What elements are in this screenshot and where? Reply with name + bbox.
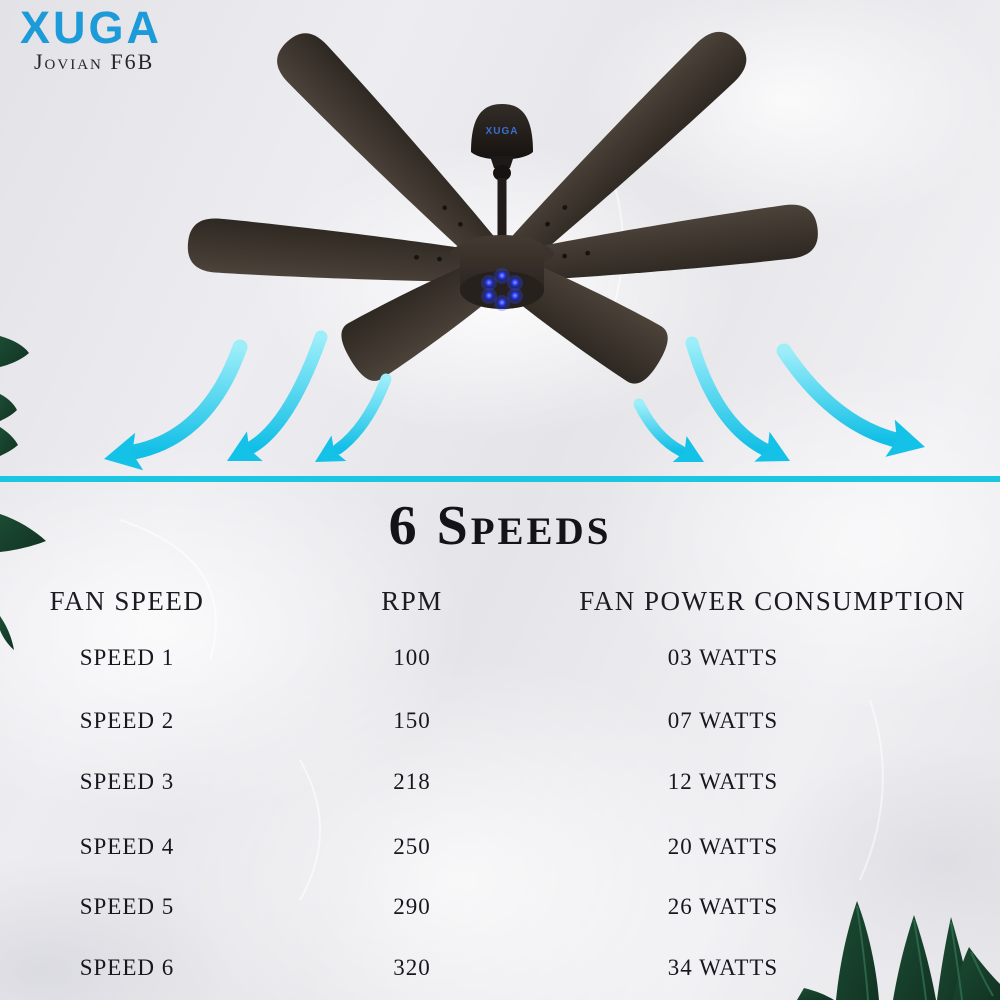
fan-motor [450,235,554,311]
power-cell: 26 WATTS [667,894,779,919]
airflow-arrow-icon [685,336,798,476]
table-row: SPEED 1 100 03 WATTS [0,645,1000,675]
fan-led-ring [481,268,523,311]
speed-cell: SPEED 5 [79,894,175,919]
table-header-row: FAN SPEED RPM FAN POWER CONSUMPTION [0,586,1000,616]
divider-line [0,476,1000,482]
leaf-decoration-left [0,336,46,650]
table-row: SPEED 2 150 07 WATTS [0,708,1000,738]
speed-cell: SPEED 6 [79,955,175,980]
power-cell: 20 WATTS [667,834,779,859]
airflow-arrows-right [633,336,930,476]
power-cell: 03 WATTS [667,645,779,670]
speed-cell: SPEED 3 [79,769,175,794]
fan-canopy-label: XUGA [486,126,519,137]
fan-blades [185,21,821,391]
airflow-arrow-icon [100,339,248,478]
power-cell: 12 WATTS [667,769,779,794]
rpm-cell: 250 [393,834,431,859]
leaf-decoration-bottom-right [797,901,1000,1000]
speed-cell: SPEED 1 [79,645,175,670]
rpm-cell: 100 [393,645,431,670]
table-row: SPEED 5 290 26 WATTS [0,894,1000,924]
rpm-cell: 150 [393,708,431,733]
table-row: SPEED 3 218 12 WATTS [0,769,1000,799]
rpm-cell: 320 [393,955,431,980]
column-header-rpm: RPM [381,586,443,616]
column-header-power: FAN POWER CONSUMPTION [579,586,966,616]
speed-cell: SPEED 4 [79,834,175,859]
airflow-arrow-icon [219,330,328,476]
rpm-cell: 218 [393,769,431,794]
rpm-cell: 290 [393,894,431,919]
brand-logo: XUGA [20,2,163,53]
power-cell: 07 WATTS [667,708,779,733]
power-cell: 34 WATTS [667,955,779,980]
airflow-arrows-left [100,330,392,478]
ceiling-fan-image: XUGA [185,21,821,391]
table-row: SPEED 4 250 20 WATTS [0,834,1000,864]
brand-model-label: Jovian F6B [34,49,155,75]
airflow-arrow-icon [633,398,711,475]
airflow-arrow-icon [776,343,930,466]
column-header-fan-speed: FAN SPEED [49,586,205,616]
speed-cell: SPEED 2 [79,708,175,733]
section-title: 6 Speeds [388,495,612,557]
brand-block: XUGA Jovian F6B [20,4,162,75]
airflow-arrow-icon [307,373,392,475]
table-row: SPEED 6 320 34 WATTS [0,955,1000,985]
